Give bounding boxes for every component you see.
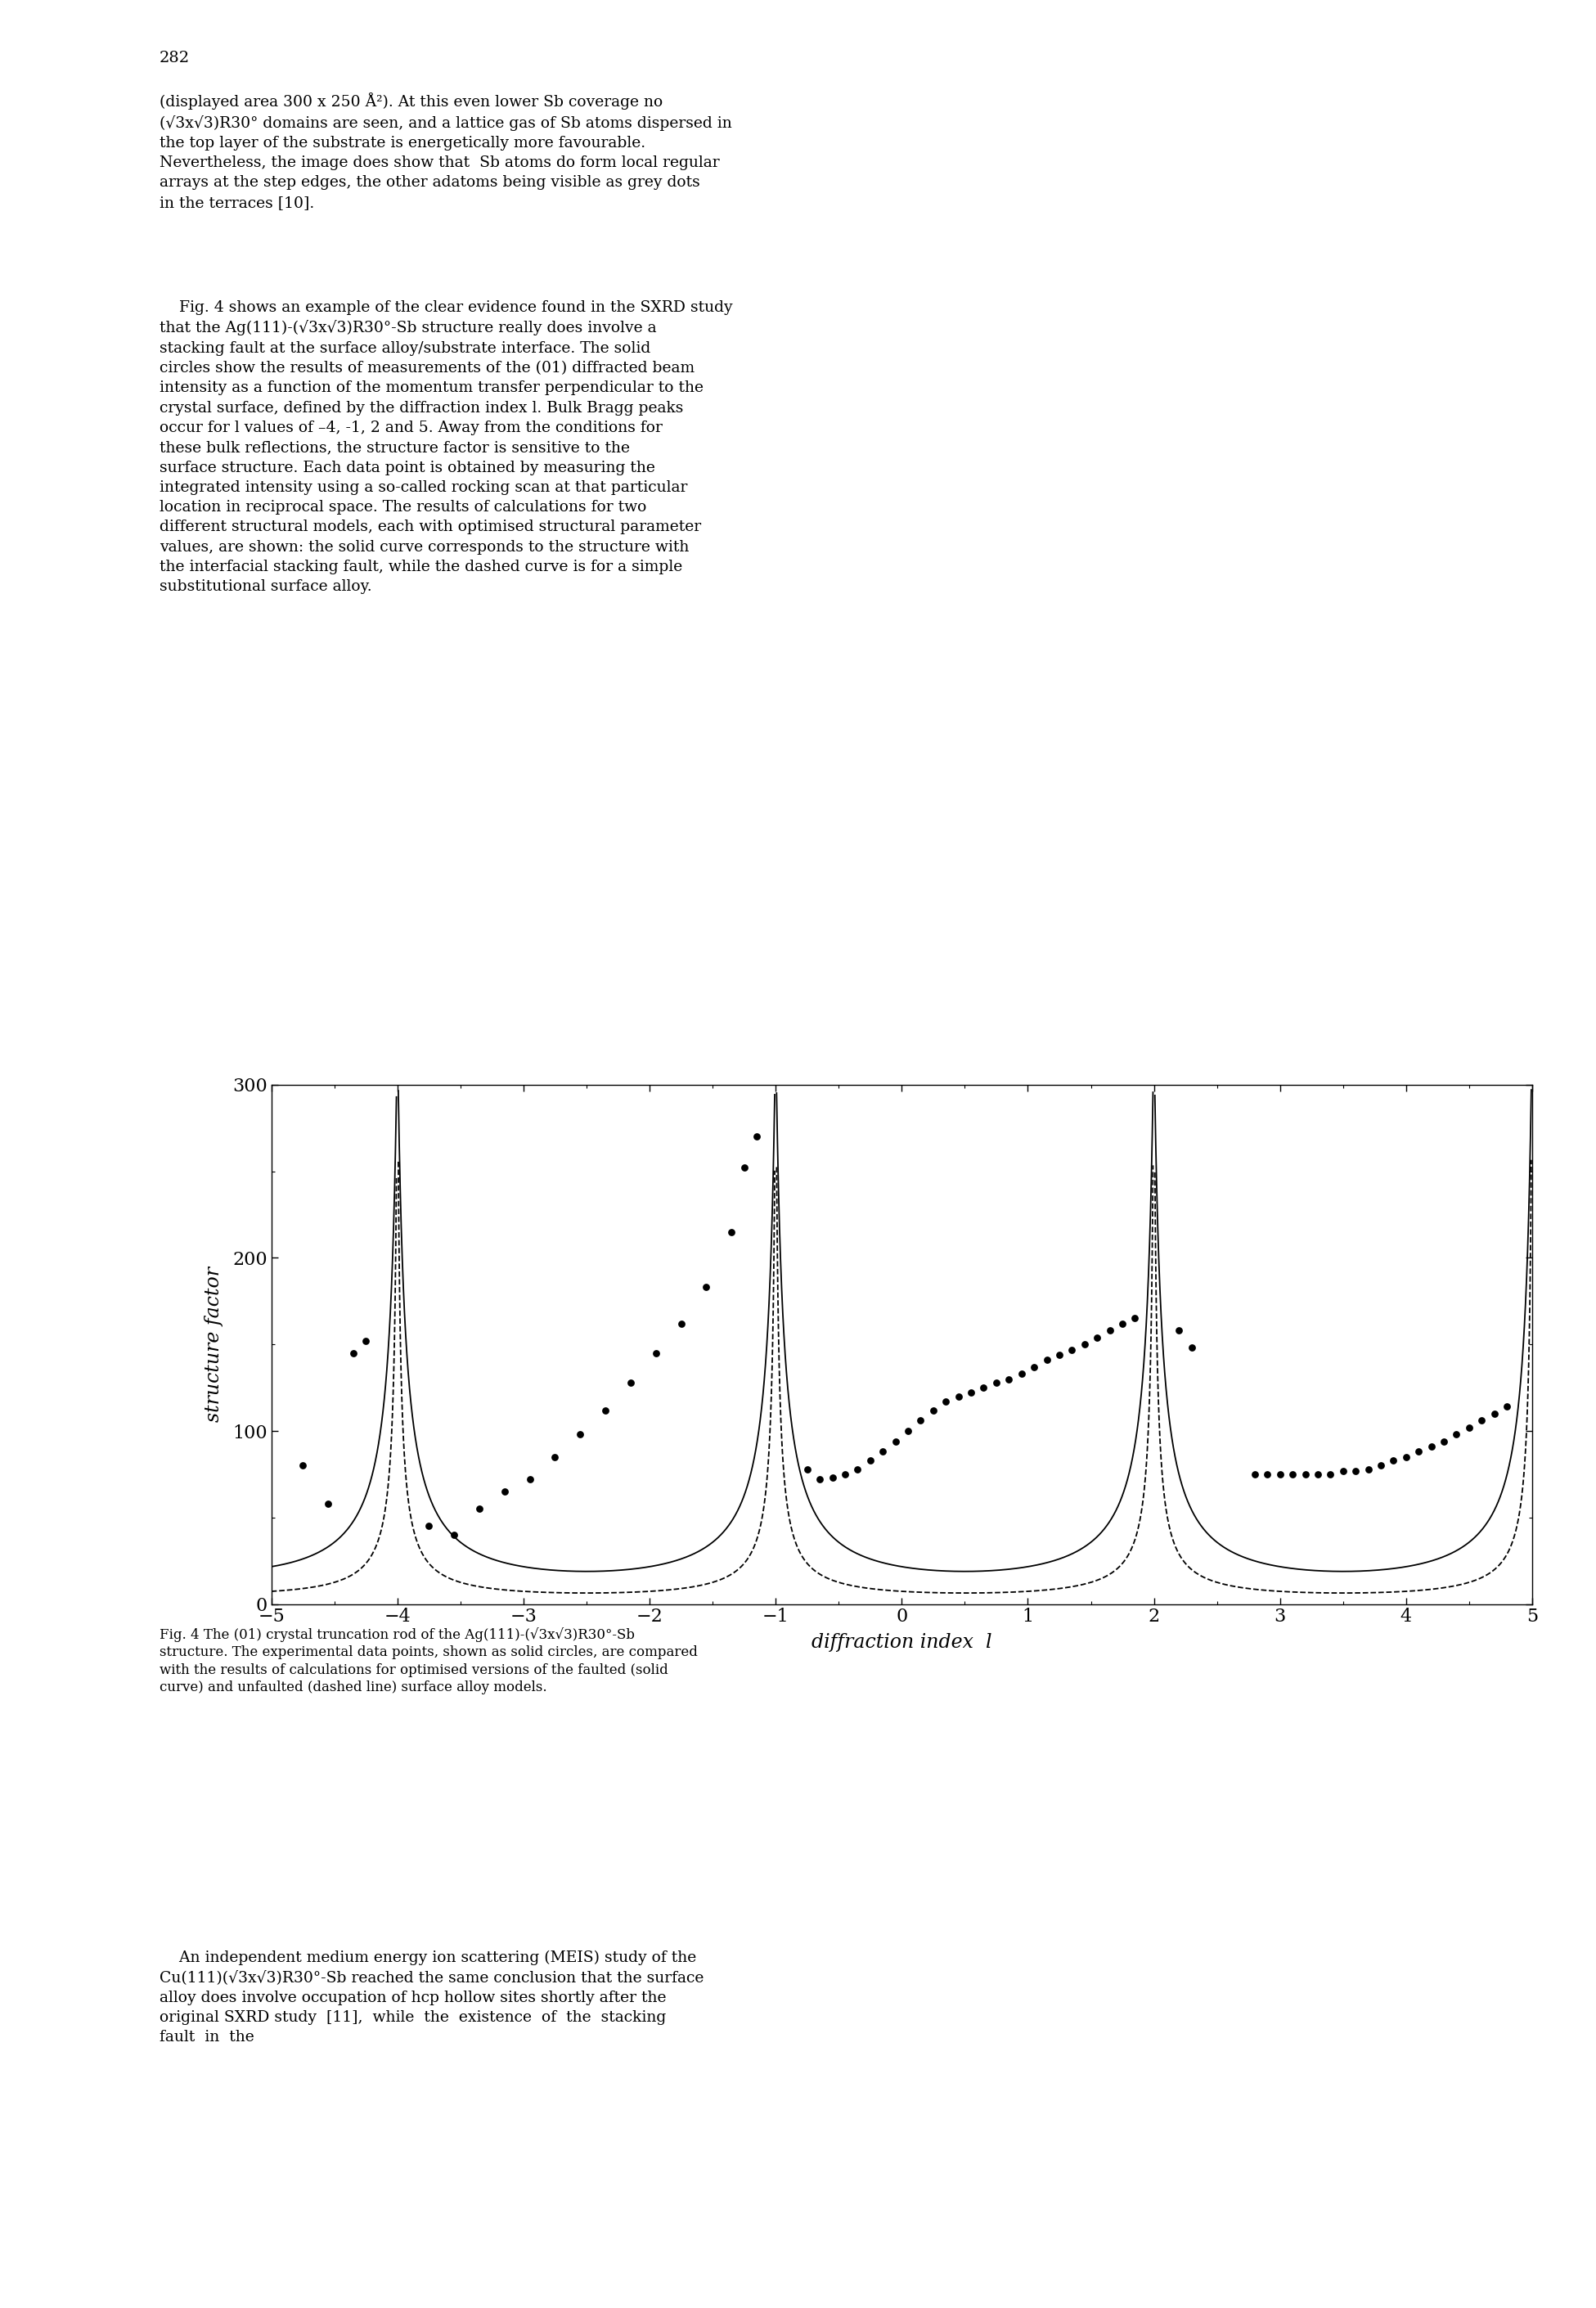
Point (1468, 1401, 1494, 1440)
Point (1406, 1433, 1432, 1470)
Text: Fig. 4 The (01) crystal truncation rod of the Ag(111)-(√3x√3)R30°-Sb
structure. : Fig. 4 The (01) crystal truncation rod o… (160, 1627, 697, 1694)
Point (1432, 1422, 1457, 1461)
Point (1331, 1452, 1357, 1489)
Point (1419, 1429, 1444, 1466)
Point (1444, 1415, 1470, 1454)
Point (1096, 1311, 1122, 1348)
Point (492, 1473, 517, 1509)
Text: Fig. 4 shows an example of the clear evidence found in the SXRD study
that the A: Fig. 4 shows an example of the clear evi… (160, 300, 733, 593)
Point (808, 1461, 833, 1498)
Point (1060, 1332, 1085, 1369)
Point (694, 1269, 720, 1306)
Point (1122, 1299, 1148, 1336)
Point (1242, 1456, 1267, 1493)
Point (592, 1392, 618, 1429)
Point (618, 1364, 643, 1401)
Point (1047, 1336, 1073, 1373)
Point (1342, 1452, 1368, 1489)
Point (290, 1447, 316, 1484)
Point (669, 1306, 694, 1343)
Point (1109, 1306, 1135, 1343)
Point (795, 1449, 820, 1486)
Point (857, 1442, 883, 1479)
Point (1073, 1325, 1098, 1362)
Point (883, 1422, 908, 1461)
Point (442, 1516, 468, 1553)
Point (1481, 1394, 1507, 1431)
Point (1293, 1456, 1318, 1493)
Point (1368, 1447, 1393, 1484)
X-axis label: diffraction index  l: diffraction index l (811, 1632, 993, 1653)
Point (1381, 1442, 1406, 1479)
Point (340, 1334, 365, 1371)
Point (718, 1214, 744, 1251)
Point (543, 1438, 568, 1475)
Point (1494, 1387, 1519, 1424)
Point (1280, 1456, 1306, 1493)
Point (983, 1364, 1009, 1401)
Point (1021, 1348, 1047, 1385)
Point (946, 1378, 972, 1415)
Point (908, 1401, 934, 1440)
Point (466, 1491, 492, 1528)
Point (1355, 1449, 1381, 1486)
Point (895, 1412, 921, 1449)
Point (820, 1459, 846, 1496)
Point (731, 1149, 757, 1186)
Point (316, 1486, 342, 1523)
Point (921, 1392, 946, 1429)
Point (517, 1461, 543, 1498)
Point (870, 1433, 895, 1470)
Point (1084, 1318, 1109, 1355)
Text: (displayed area 300 x 250 Å²). At this even lower Sb coverage no
(√3x√3)R30° dom: (displayed area 300 x 250 Å²). At this e… (160, 92, 733, 210)
Text: 282: 282 (160, 51, 190, 65)
Point (1267, 1456, 1293, 1493)
Y-axis label: structure factor: structure factor (204, 1267, 223, 1422)
Point (832, 1456, 857, 1493)
Point (744, 1117, 769, 1154)
Point (353, 1322, 378, 1359)
Point (1393, 1438, 1419, 1475)
Point (1306, 1456, 1331, 1493)
Point (844, 1449, 870, 1486)
Point (1318, 1456, 1344, 1493)
Point (1167, 1311, 1192, 1348)
Point (1179, 1329, 1205, 1366)
Point (958, 1376, 983, 1412)
Point (1254, 1456, 1280, 1493)
Point (417, 1507, 442, 1544)
Point (568, 1415, 594, 1454)
Point (934, 1382, 959, 1419)
Point (996, 1359, 1021, 1396)
Point (643, 1334, 669, 1371)
Point (1034, 1341, 1060, 1378)
Point (1009, 1355, 1034, 1392)
Point (1456, 1408, 1481, 1445)
Text: An independent medium energy ion scattering (MEIS) study of the
Cu(111)(√3x√3)R3: An independent medium energy ion scatter… (160, 1950, 704, 2045)
Point (970, 1369, 996, 1406)
